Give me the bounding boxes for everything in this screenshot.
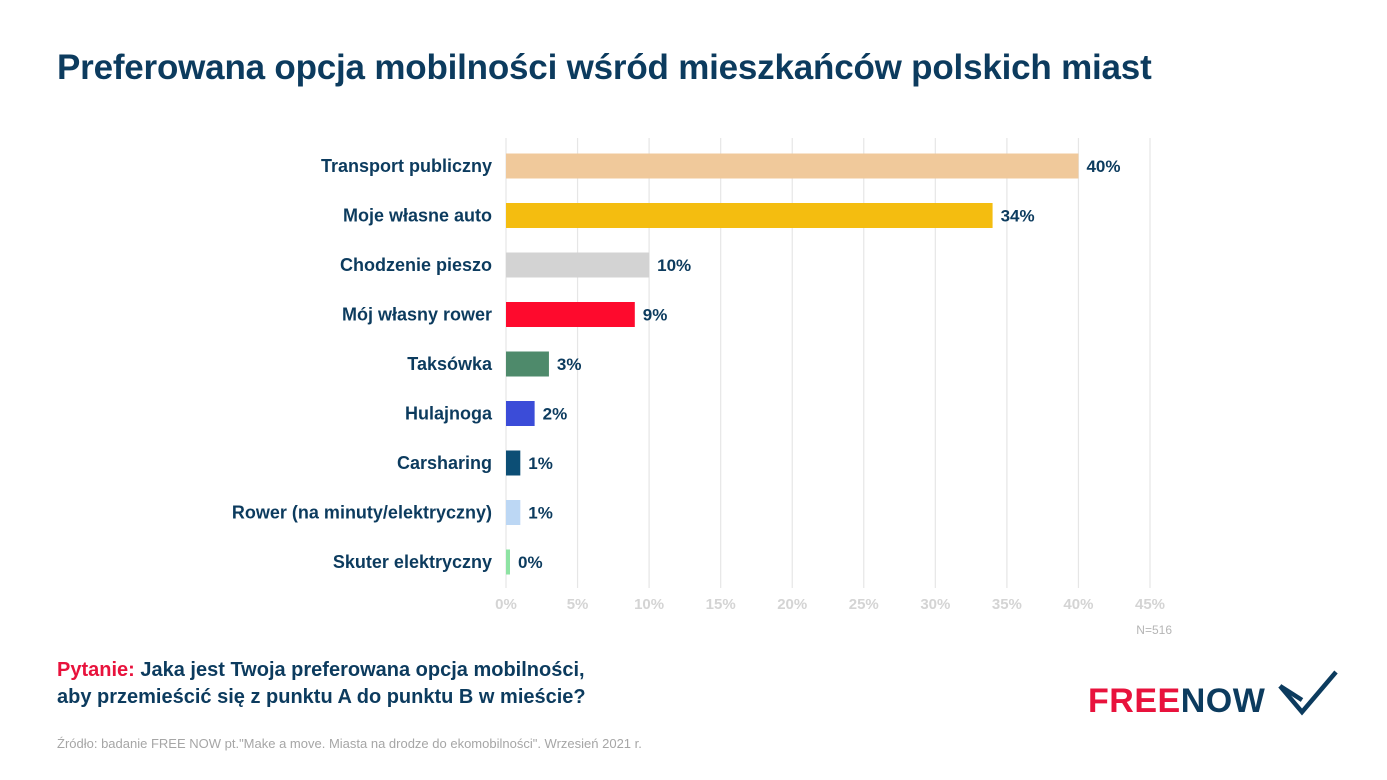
x-tick-label: 15% bbox=[706, 596, 736, 613]
bar bbox=[506, 450, 521, 476]
x-axis-ticks: 0% 5% 10% 15% 20% 25% 30% 35% 40% 45% bbox=[495, 596, 1165, 613]
sample-size-note: N=516 bbox=[1136, 623, 1172, 637]
x-tick-label: 40% bbox=[1063, 596, 1093, 613]
bar bbox=[506, 302, 635, 327]
value-label: 34% bbox=[1001, 207, 1035, 226]
bar bbox=[506, 252, 650, 278]
bar bbox=[506, 153, 1079, 179]
value-label: 0% bbox=[518, 553, 543, 572]
value-label: 1% bbox=[528, 454, 553, 473]
x-tick-label: 20% bbox=[777, 596, 807, 613]
question-line-2: aby przemieścić się z punktu A do punktu… bbox=[57, 686, 586, 708]
category-label: Carsharing bbox=[397, 453, 492, 473]
bar bbox=[506, 203, 993, 228]
x-tick-label: 30% bbox=[920, 596, 950, 613]
category-label: Skuter elektryczny bbox=[333, 552, 492, 572]
category-labels: Transport publiczny Moje własne auto Chodz… bbox=[232, 156, 493, 572]
bar bbox=[506, 351, 549, 377]
bar bbox=[506, 500, 521, 525]
logo-text: FREENOW bbox=[1088, 682, 1265, 721]
x-tick-label: 10% bbox=[634, 596, 664, 613]
logo-free: FREE bbox=[1088, 682, 1181, 720]
freenow-logo: FREENOW bbox=[1088, 668, 1343, 720]
category-label: Taksówka bbox=[407, 354, 493, 374]
x-tick-label: 5% bbox=[567, 596, 589, 613]
x-tick-label: 25% bbox=[849, 596, 879, 613]
bar bbox=[506, 401, 535, 426]
category-label: Hulajnoga bbox=[405, 404, 493, 424]
bar bbox=[506, 549, 510, 575]
bar-chart: Transport publiczny Moje własne auto Chodz… bbox=[232, 138, 1165, 613]
x-tick-label: 0% bbox=[495, 596, 517, 613]
logo-check-icon bbox=[1278, 670, 1338, 716]
category-label: Mój własny rower bbox=[342, 305, 492, 325]
question-line-1: Jaka jest Twoja preferowana opcja mobiln… bbox=[140, 659, 585, 681]
value-labels: 40% 34% 10% 9% 3% 2% 1% 1% 0% bbox=[518, 157, 1120, 572]
x-tick-label: 45% bbox=[1135, 596, 1165, 613]
value-label: 10% bbox=[657, 256, 691, 275]
value-label: 1% bbox=[528, 504, 553, 523]
x-tick-label: 35% bbox=[992, 596, 1022, 613]
category-label: Chodzenie pieszo bbox=[340, 255, 492, 275]
value-label: 2% bbox=[543, 405, 568, 424]
question-prefix: Pytanie: bbox=[57, 659, 135, 681]
bars bbox=[506, 153, 1079, 575]
value-label: 3% bbox=[557, 355, 582, 374]
value-label: 9% bbox=[643, 306, 668, 325]
chart-title: Preferowana opcja mobilności wśród miesz… bbox=[57, 48, 1152, 87]
category-label: Rower (na minuty/elektryczny) bbox=[232, 503, 492, 523]
category-label: Transport publiczny bbox=[321, 156, 492, 176]
category-label: Moje własne auto bbox=[343, 206, 492, 226]
survey-question: Pytanie: Jaka jest Twoja preferowana opc… bbox=[57, 657, 777, 711]
value-label: 40% bbox=[1086, 157, 1120, 176]
logo-now: NOW bbox=[1180, 682, 1266, 720]
source-note: Źródło: badanie FREE NOW pt."Make a move… bbox=[57, 736, 642, 751]
